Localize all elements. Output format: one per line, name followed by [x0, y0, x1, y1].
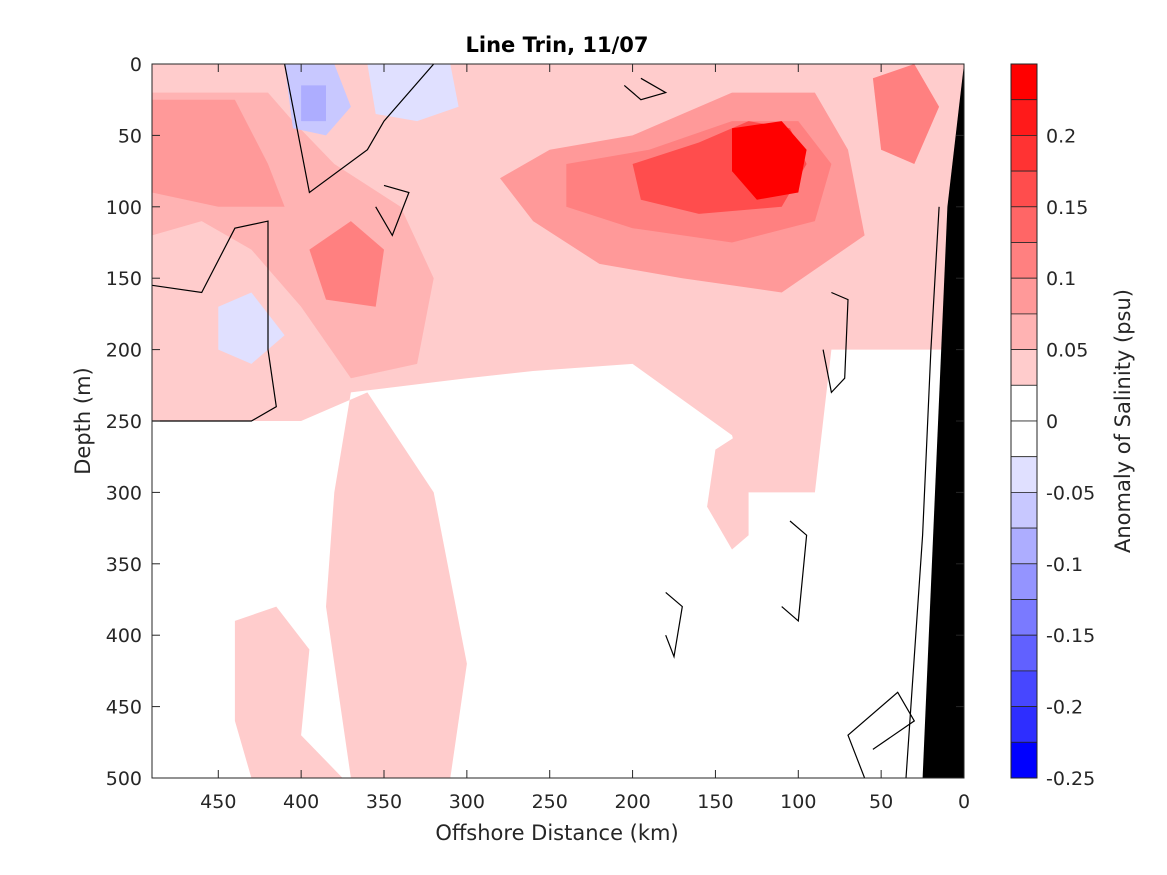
colorbar-swatch — [1010, 313, 1038, 350]
y-tick-label: 500 — [106, 768, 142, 790]
y-tick-label: 100 — [106, 197, 142, 219]
colorbar-swatch — [1010, 242, 1038, 279]
colorbar-swatch — [1010, 349, 1038, 386]
colorbar-swatch — [1010, 206, 1038, 243]
contour-fill-mid-layer-2 — [152, 99, 285, 207]
contour-fill-lower-patch-left — [234, 606, 343, 778]
x-tick-label: 200 — [614, 791, 650, 813]
zero-contour-line — [665, 591, 683, 659]
colorbar-swatch — [1010, 134, 1038, 172]
colorbar-tick-label: 0.05 — [1046, 340, 1088, 362]
contour-fill-negative-1-core — [301, 85, 326, 122]
contour-fill-right-edge-patch — [872, 64, 940, 164]
colorbar-tick-label: -0.15 — [1046, 625, 1095, 647]
contour-fill-left-mid-core — [309, 221, 384, 307]
chart-title: Line Trin, 11/07 — [465, 33, 648, 57]
colorbar-swatch — [1010, 420, 1038, 458]
y-tick-label: 200 — [106, 340, 142, 362]
colorbar-tick-label: 0.1 — [1046, 268, 1076, 290]
contour-fill-main-core-center — [732, 121, 807, 200]
contour-fill-deep-right-patch — [707, 428, 749, 550]
plot-area — [151, 63, 965, 779]
y-axis: 0 50 100 150 200 250 300 350 400 450 500 — [106, 54, 964, 790]
land-mask — [922, 64, 964, 778]
colorbar-tick-label: 0 — [1046, 411, 1058, 433]
zero-contour-line — [152, 220, 277, 422]
y-tick-label: 350 — [106, 554, 142, 576]
x-axis-title: Offshore Distance (km) — [435, 821, 678, 845]
colorbar-swatch — [1010, 384, 1038, 422]
colorbar-swatch — [1010, 670, 1038, 708]
x-tick-label: 450 — [200, 791, 236, 813]
contour-fill-negative-2 — [367, 64, 459, 122]
colorbar-swatch — [1010, 741, 1038, 779]
x-tick-label: 250 — [532, 791, 568, 813]
zero-contour-line — [847, 691, 916, 778]
zero-contour-line — [623, 77, 668, 101]
colorbar-tick-label: -0.05 — [1046, 482, 1095, 504]
colorbar-swatch — [1010, 63, 1038, 101]
colorbar-tick-label: -0.2 — [1046, 697, 1083, 719]
colorbar-tick-label: 0.2 — [1046, 125, 1076, 147]
zero-contour-line — [905, 206, 940, 778]
colorbar-swatch — [1010, 491, 1038, 529]
x-tick-label: 150 — [697, 791, 733, 813]
zero-contour-line — [375, 184, 410, 237]
colorbar-swatch — [1010, 277, 1038, 315]
y-tick-label: 300 — [106, 482, 142, 504]
zero-contour-line — [781, 520, 808, 623]
colorbar-swatch — [1010, 599, 1038, 636]
colorbar-tick-label: -0.25 — [1046, 768, 1095, 790]
y-axis-title: Depth (m) — [71, 367, 95, 474]
y-tick-label: 400 — [106, 625, 142, 647]
colorbar-tick-label: 0.15 — [1046, 197, 1088, 219]
colorbar-frame — [1010, 63, 1038, 779]
y-tick-label: 250 — [106, 411, 142, 433]
y-tick-label: 50 — [118, 125, 142, 147]
colorbar-swatch — [1010, 563, 1038, 600]
x-tick-label: 300 — [449, 791, 485, 813]
x-tick-label: 0 — [958, 791, 970, 813]
y-tick-label: 0 — [130, 54, 142, 76]
x-tick-label: 100 — [780, 791, 816, 813]
colorbar-swatch — [1010, 527, 1038, 565]
colorbar-swatch — [1010, 170, 1038, 208]
colorbar-title: Anomaly of Salinity (psu) — [1111, 289, 1135, 553]
x-tick-label: 400 — [283, 791, 319, 813]
y-tick-label: 450 — [106, 697, 142, 719]
zero-contour-line — [284, 64, 435, 194]
x-axis: 450 400 350 300 250 200 150 100 50 0 — [200, 64, 970, 813]
colorbar-swatch — [1010, 456, 1038, 493]
colorbar-tick-label: -0.1 — [1046, 554, 1083, 576]
colorbar-swatch — [1010, 634, 1038, 672]
colorbar-swatch — [1010, 99, 1038, 136]
y-tick-label: 150 — [106, 268, 142, 290]
colorbar: 0.2 0.15 0.1 0.05 0 -0.05 -0.1 -0.15 -0.2 -0.25 — [1010, 63, 1095, 790]
colorbar-swatch — [1010, 706, 1038, 743]
x-tick-label: 50 — [869, 791, 893, 813]
zero-contour-line — [822, 291, 849, 394]
x-tick-label: 350 — [366, 791, 402, 813]
